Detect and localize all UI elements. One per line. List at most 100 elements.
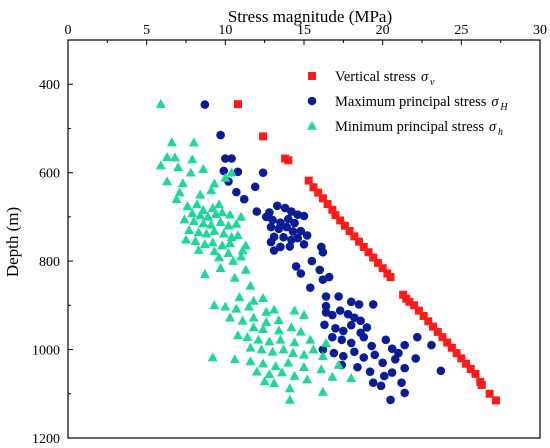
max-principal-stress-point	[305, 283, 315, 292]
min-principal-stress-point	[217, 207, 228, 217]
vertical-stress-point	[328, 205, 337, 214]
max-principal-stress-point	[258, 168, 268, 177]
min-principal-stress-point	[229, 354, 240, 364]
max-principal-stress-point	[331, 324, 340, 333]
max-principal-stress-point	[269, 246, 279, 255]
max-principal-stress-point	[427, 340, 436, 350]
legend-subscript: h	[498, 127, 503, 138]
max-principal-stress-point	[288, 227, 298, 236]
legend-label: Vertical stress	[335, 69, 416, 85]
max-principal-stress-point	[376, 381, 386, 391]
max-principal-stress-point	[356, 316, 365, 326]
min-principal-stress-point	[199, 239, 210, 249]
max-principal-stress-point	[328, 332, 337, 342]
vertical-stress-point	[318, 194, 327, 203]
vertical-stress-point	[345, 227, 354, 236]
min-principal-stress-point	[215, 262, 226, 272]
min-principal-stress-point	[248, 295, 259, 305]
max-principal-stress-point	[397, 378, 406, 388]
min-principal-stress-point	[256, 344, 267, 354]
min-principal-stress-point	[177, 178, 188, 188]
min-principal-stress-point	[236, 251, 247, 261]
max-principal-stress-point	[412, 332, 422, 342]
vertical-stress-point	[433, 327, 442, 336]
max-principal-stress-point	[335, 306, 345, 315]
max-principal-stress-point	[354, 300, 364, 309]
min-principal-stress-point	[317, 386, 328, 396]
max-principal-stress-point	[328, 310, 337, 320]
min-principal-stress-point	[207, 352, 218, 362]
vertical-stress-point	[414, 306, 423, 315]
min-principal-stress-point	[209, 300, 220, 310]
min-principal-stress-point	[289, 305, 300, 315]
min-principal-stress-point	[327, 371, 338, 381]
min-principal-stress-point	[182, 201, 193, 211]
x-tick-label: 25	[454, 23, 468, 38]
legend-subscript: v	[430, 77, 435, 88]
max-principal-stress-point	[232, 187, 241, 197]
min-principal-stress-point	[214, 199, 225, 209]
min-principal-stress-point	[259, 376, 270, 386]
min-principal-stress-point	[295, 326, 306, 336]
vertical-stress-point	[369, 253, 378, 262]
vertical-stress-point	[323, 200, 332, 209]
min-principal-stress-point	[225, 312, 236, 322]
min-principal-stress-point	[269, 304, 280, 314]
min-principal-stress-point	[289, 337, 300, 347]
vertical-stress-point	[447, 343, 456, 352]
max-principal-stress-point	[299, 211, 309, 221]
min-principal-stress-point	[207, 237, 218, 247]
vertical-stress-point	[378, 264, 387, 273]
min-principal-stress-point	[206, 219, 217, 229]
vertical-stress-point	[419, 311, 428, 320]
min-principal-stress-point	[284, 383, 295, 393]
max-principal-stress-point	[239, 194, 249, 204]
vertical-stress-point	[462, 359, 471, 368]
max-principal-stress-point	[350, 347, 359, 357]
min-principal-stress-point	[198, 218, 209, 228]
max-principal-stress-point	[329, 348, 339, 358]
max-principal-stress-point	[320, 320, 329, 330]
min-principal-stress-point	[199, 269, 210, 279]
min-principal-stress-point	[248, 312, 259, 322]
max-principal-stress-point	[400, 363, 409, 373]
min-principal-stress-point	[258, 293, 269, 303]
y-tick-label: 400	[39, 78, 60, 93]
min-principal-stress-point	[206, 185, 217, 195]
min-principal-stress-point	[192, 199, 203, 209]
legend-label: Minimum principal stress	[335, 119, 484, 135]
max-principal-stress-point	[266, 237, 276, 247]
min-principal-stress-point	[284, 394, 295, 404]
min-principal-stress-point	[242, 331, 253, 341]
max-principal-stress-point	[339, 351, 348, 361]
min-principal-stress-point	[286, 322, 297, 332]
min-principal-stress-point	[243, 301, 254, 311]
min-principal-stress-point	[237, 315, 248, 325]
min-principal-stress-point	[185, 167, 196, 177]
x-tick-label: 20	[376, 23, 390, 38]
max-principal-stress-point	[353, 362, 362, 372]
max-principal-stress-point	[274, 224, 284, 234]
vertical-stress-point	[405, 297, 414, 306]
max-principal-stress-point	[436, 366, 446, 376]
x-axis-title: Stress magnitude (MPa)	[228, 7, 392, 26]
min-principal-stress-point	[248, 322, 259, 332]
min-principal-stress-point	[181, 234, 191, 244]
vertical-stress-point	[359, 242, 368, 251]
min-principal-stress-point	[278, 344, 289, 354]
y-axis-ticks: 400 600 800 1000 1200	[32, 39, 73, 447]
min-principal-stress-point	[231, 303, 242, 313]
min-principal-stress-point	[173, 162, 184, 172]
x-tick-label: 30	[533, 23, 547, 38]
min-principal-stress-point	[231, 218, 242, 228]
min-principal-stress-point	[264, 369, 275, 379]
min-principal-stress-point	[251, 366, 262, 376]
vertical-stress-point	[340, 221, 349, 230]
min-principal-stress-point	[308, 344, 319, 354]
min-principal-stress-point	[273, 325, 284, 335]
max-principal-stress-point	[216, 130, 225, 140]
vertical-stress-point	[364, 248, 373, 257]
min-principal-stress-point	[302, 374, 313, 384]
